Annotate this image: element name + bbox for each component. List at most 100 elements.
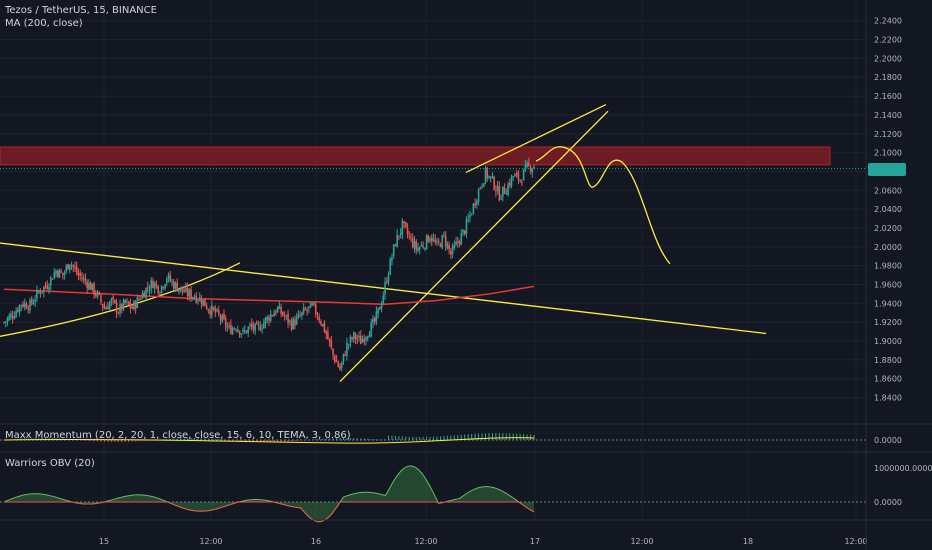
candle-body — [56, 270, 59, 277]
candle-body — [384, 282, 386, 295]
candle-body — [406, 228, 409, 235]
candle-body — [337, 361, 340, 367]
candle-body — [91, 283, 94, 290]
candle-body — [413, 241, 416, 249]
candle-body — [94, 293, 97, 296]
candle-body — [55, 270, 57, 275]
candle-body — [41, 291, 43, 293]
candle-body — [75, 266, 78, 274]
candle-body — [36, 289, 38, 299]
candle-body — [212, 307, 215, 310]
time-axis[interactable]: 15 12:00 16 12:00 17 12:00 18 12:00 — [99, 537, 868, 546]
price-axis[interactable]: 2.2400 2.2200 2.2000 2.1800 2.1600 2.1400 2.12… — [874, 17, 932, 507]
candle-body — [53, 272, 56, 279]
candle-body — [450, 250, 452, 255]
candle-body — [392, 244, 395, 257]
candle-body — [502, 186, 504, 197]
candle-body — [437, 240, 440, 243]
candle-body — [491, 175, 494, 178]
candle-body — [290, 320, 293, 330]
candle-body — [269, 314, 272, 321]
price-tick-label: 2.0600 — [874, 186, 902, 195]
candle-body — [484, 167, 487, 184]
candle-body — [122, 300, 125, 310]
price-tick-label: 1.9800 — [874, 262, 902, 271]
candle-body — [349, 336, 352, 343]
candle-body — [358, 335, 360, 338]
candle-body — [373, 317, 376, 322]
candle-body — [387, 274, 390, 283]
obv-negative — [4, 501, 535, 523]
candle-body — [207, 309, 210, 311]
candle-body — [133, 301, 135, 310]
price-tick-label: 2.1600 — [874, 92, 902, 101]
candle-body — [313, 302, 315, 305]
candle-body — [214, 308, 217, 313]
candle-body — [519, 179, 521, 181]
candle-body — [415, 241, 418, 250]
obv-area — [4, 465, 534, 522]
candle-body — [427, 236, 430, 243]
candle-body — [155, 284, 158, 286]
candle-body — [342, 353, 345, 362]
candle-body — [216, 309, 218, 312]
candle-body — [282, 312, 284, 316]
candle-body — [505, 193, 508, 195]
candle-body — [30, 298, 33, 304]
candle-body — [391, 257, 393, 261]
candle-body — [394, 244, 397, 247]
price-tick-label: 2.1800 — [874, 73, 902, 82]
candle-body — [148, 289, 151, 291]
candle-body — [522, 169, 525, 181]
candle-body — [314, 304, 317, 315]
candle-body — [521, 181, 523, 183]
candle-body — [89, 282, 92, 290]
candle-body — [10, 314, 12, 318]
candle-body — [186, 287, 189, 297]
candle-body — [512, 176, 515, 178]
candle-body — [451, 246, 454, 255]
projection-path — [535, 146, 671, 265]
candle-body — [340, 361, 343, 368]
candle-body — [15, 311, 17, 317]
candle-body — [470, 214, 473, 216]
candle-body — [517, 172, 520, 180]
candle-body — [169, 275, 172, 282]
candle-body — [191, 297, 194, 299]
candle-body — [17, 309, 19, 312]
candle-body — [261, 328, 263, 330]
candle-body — [141, 292, 144, 299]
candle-body — [493, 176, 495, 190]
candle-body — [375, 311, 378, 323]
candle-body — [482, 183, 485, 187]
candle-body — [167, 274, 170, 279]
candle-body — [446, 244, 449, 248]
candle-body — [233, 328, 236, 330]
price-tick-label: 2.1200 — [874, 130, 902, 139]
candle-body — [126, 300, 128, 302]
candle-body — [420, 244, 423, 247]
price-tick-label: 2.0000 — [874, 243, 902, 252]
candle-body — [43, 286, 45, 292]
last-price-tag — [868, 162, 906, 176]
candle-body — [503, 187, 506, 194]
candle-body — [223, 313, 225, 319]
candle-body — [306, 309, 308, 311]
time-tick-label: 12:00 — [844, 537, 867, 546]
candle-body — [263, 322, 265, 329]
candle-body — [86, 281, 88, 289]
obv-legend: Warriors OBV (20) — [5, 458, 99, 469]
candle-body — [297, 314, 300, 317]
candle-body — [172, 281, 175, 289]
candle-body — [174, 282, 177, 289]
candle-body — [380, 305, 383, 309]
candle-body — [399, 232, 402, 236]
candle-body — [508, 182, 511, 186]
candle-body — [101, 303, 104, 307]
candle-body — [411, 238, 414, 248]
candle-body — [11, 315, 14, 319]
price-tick-label: 1.8800 — [874, 356, 902, 365]
candle-body — [166, 279, 168, 284]
candle-body — [70, 264, 73, 266]
